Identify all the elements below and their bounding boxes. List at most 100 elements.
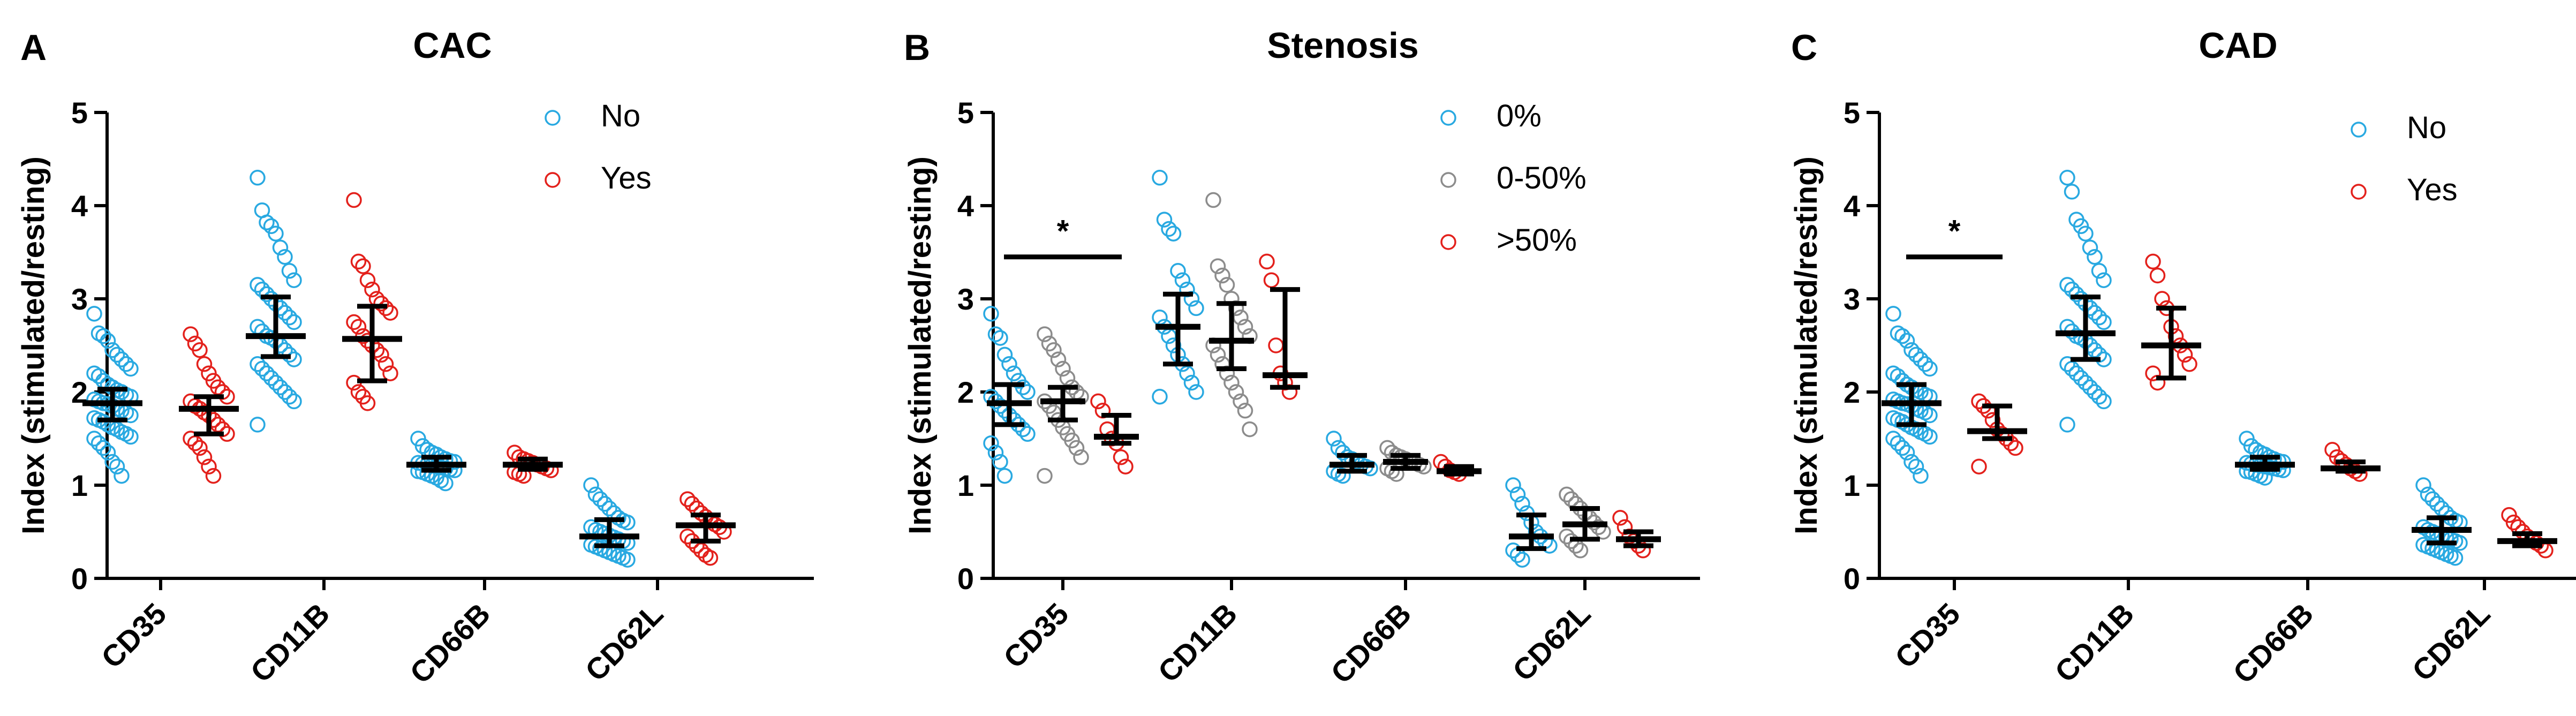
data-point [1015, 379, 1031, 396]
data-point [1237, 403, 1253, 419]
y-tick-label: 2 [957, 375, 974, 409]
legend-label: Yes [2407, 172, 2458, 207]
legend-label: No [601, 99, 640, 133]
data-point [1223, 374, 1240, 391]
data-point [1037, 326, 1053, 342]
legend-label: >50% [1497, 223, 1577, 258]
data-point [1899, 444, 1915, 461]
chart-title: Stenosis [1267, 25, 1418, 66]
y-tick-label: 3 [957, 282, 974, 316]
data-point [1188, 384, 1204, 400]
data-point [1362, 460, 1378, 477]
data-point [1068, 440, 1085, 456]
data-point [1019, 384, 1036, 400]
data-point [364, 281, 380, 298]
data-point [601, 500, 617, 517]
data-point [1572, 542, 1589, 559]
chart-title: CAD [2199, 25, 2277, 66]
data-point [1019, 426, 1036, 442]
data-point [281, 388, 298, 405]
data-point [254, 360, 270, 377]
data-point [1514, 552, 1530, 568]
data-point [286, 314, 302, 330]
data-point [355, 258, 371, 274]
data-point [373, 295, 389, 312]
data-point [2429, 496, 2445, 512]
data-point [277, 248, 293, 265]
data-point [1113, 449, 1129, 465]
data-point [620, 514, 636, 531]
x-category-label: CD35 [1888, 597, 1967, 675]
legend-marker [1440, 110, 1456, 126]
data-point [183, 431, 199, 447]
y-tick-label: 3 [71, 282, 88, 316]
y-tick-label: 5 [1844, 96, 1860, 130]
data-point [2145, 365, 2161, 381]
data-point [983, 306, 999, 322]
data-point [263, 370, 279, 386]
y-axis-title: Index (stimulated/resting) [16, 156, 51, 534]
data-point [2145, 253, 2161, 270]
data-point [277, 384, 293, 400]
data-point [1237, 319, 1253, 335]
data-point [272, 239, 289, 256]
data-point [114, 351, 130, 367]
data-point [2059, 417, 2075, 433]
data-point [359, 272, 376, 288]
data-point [350, 384, 367, 400]
data-point [192, 342, 208, 358]
data-point [104, 454, 120, 470]
data-point [1917, 356, 1933, 372]
y-tick-label: 0 [957, 562, 974, 596]
data-point [350, 253, 367, 270]
data-point [587, 486, 604, 503]
x-category-label: CD11B [244, 597, 336, 689]
data-point [2068, 286, 2084, 303]
data-point [592, 491, 608, 507]
panel-c: C CAD Index (stimulated/resting) 0 1 2 3 4 5 CD35… [1789, 25, 2576, 690]
series-yes [1967, 253, 2557, 559]
y-axis-title: Index (stimulated/resting) [903, 156, 938, 534]
data-point [286, 351, 302, 367]
data-point [2007, 440, 2023, 456]
x-category-label: CD62L [2406, 597, 2497, 688]
legend-marker [1440, 172, 1456, 188]
data-point [95, 328, 111, 344]
data-point [114, 468, 130, 484]
data-point [1183, 374, 1200, 391]
data-point [2415, 477, 2431, 493]
data-point [281, 263, 298, 279]
data-point [2078, 374, 2094, 391]
data-point [2096, 393, 2112, 410]
data-point [583, 477, 599, 493]
x-category-label: CD66B [2226, 597, 2320, 690]
y-tick-label: 1 [71, 469, 88, 502]
data-point [1055, 360, 1071, 377]
data-point [2059, 170, 2075, 186]
data-point [1922, 407, 1938, 424]
data-point [100, 333, 116, 349]
data-point [118, 356, 134, 372]
data-point [992, 330, 1008, 346]
y-tick-label: 2 [1844, 375, 1860, 409]
data-point [1117, 458, 1134, 474]
data-point [90, 368, 107, 385]
data-point [196, 356, 213, 372]
data-point [377, 356, 394, 372]
data-point [1242, 421, 1258, 438]
data-point [2087, 248, 2103, 265]
data-point [1090, 393, 1106, 410]
legend-marker [545, 172, 561, 188]
data-point [2420, 486, 2436, 503]
data-point [1001, 356, 1017, 372]
y-tick-label: 0 [1844, 562, 1860, 596]
x-category-label: CD66B [1324, 597, 1417, 690]
data-point [596, 496, 613, 512]
data-point [196, 449, 213, 465]
legend-marker [2351, 122, 2367, 138]
data-point [268, 374, 284, 391]
x-category-label: CD62L [579, 597, 670, 688]
series-no [82, 170, 639, 568]
data-point [1170, 263, 1186, 279]
data-point [2087, 384, 2103, 400]
